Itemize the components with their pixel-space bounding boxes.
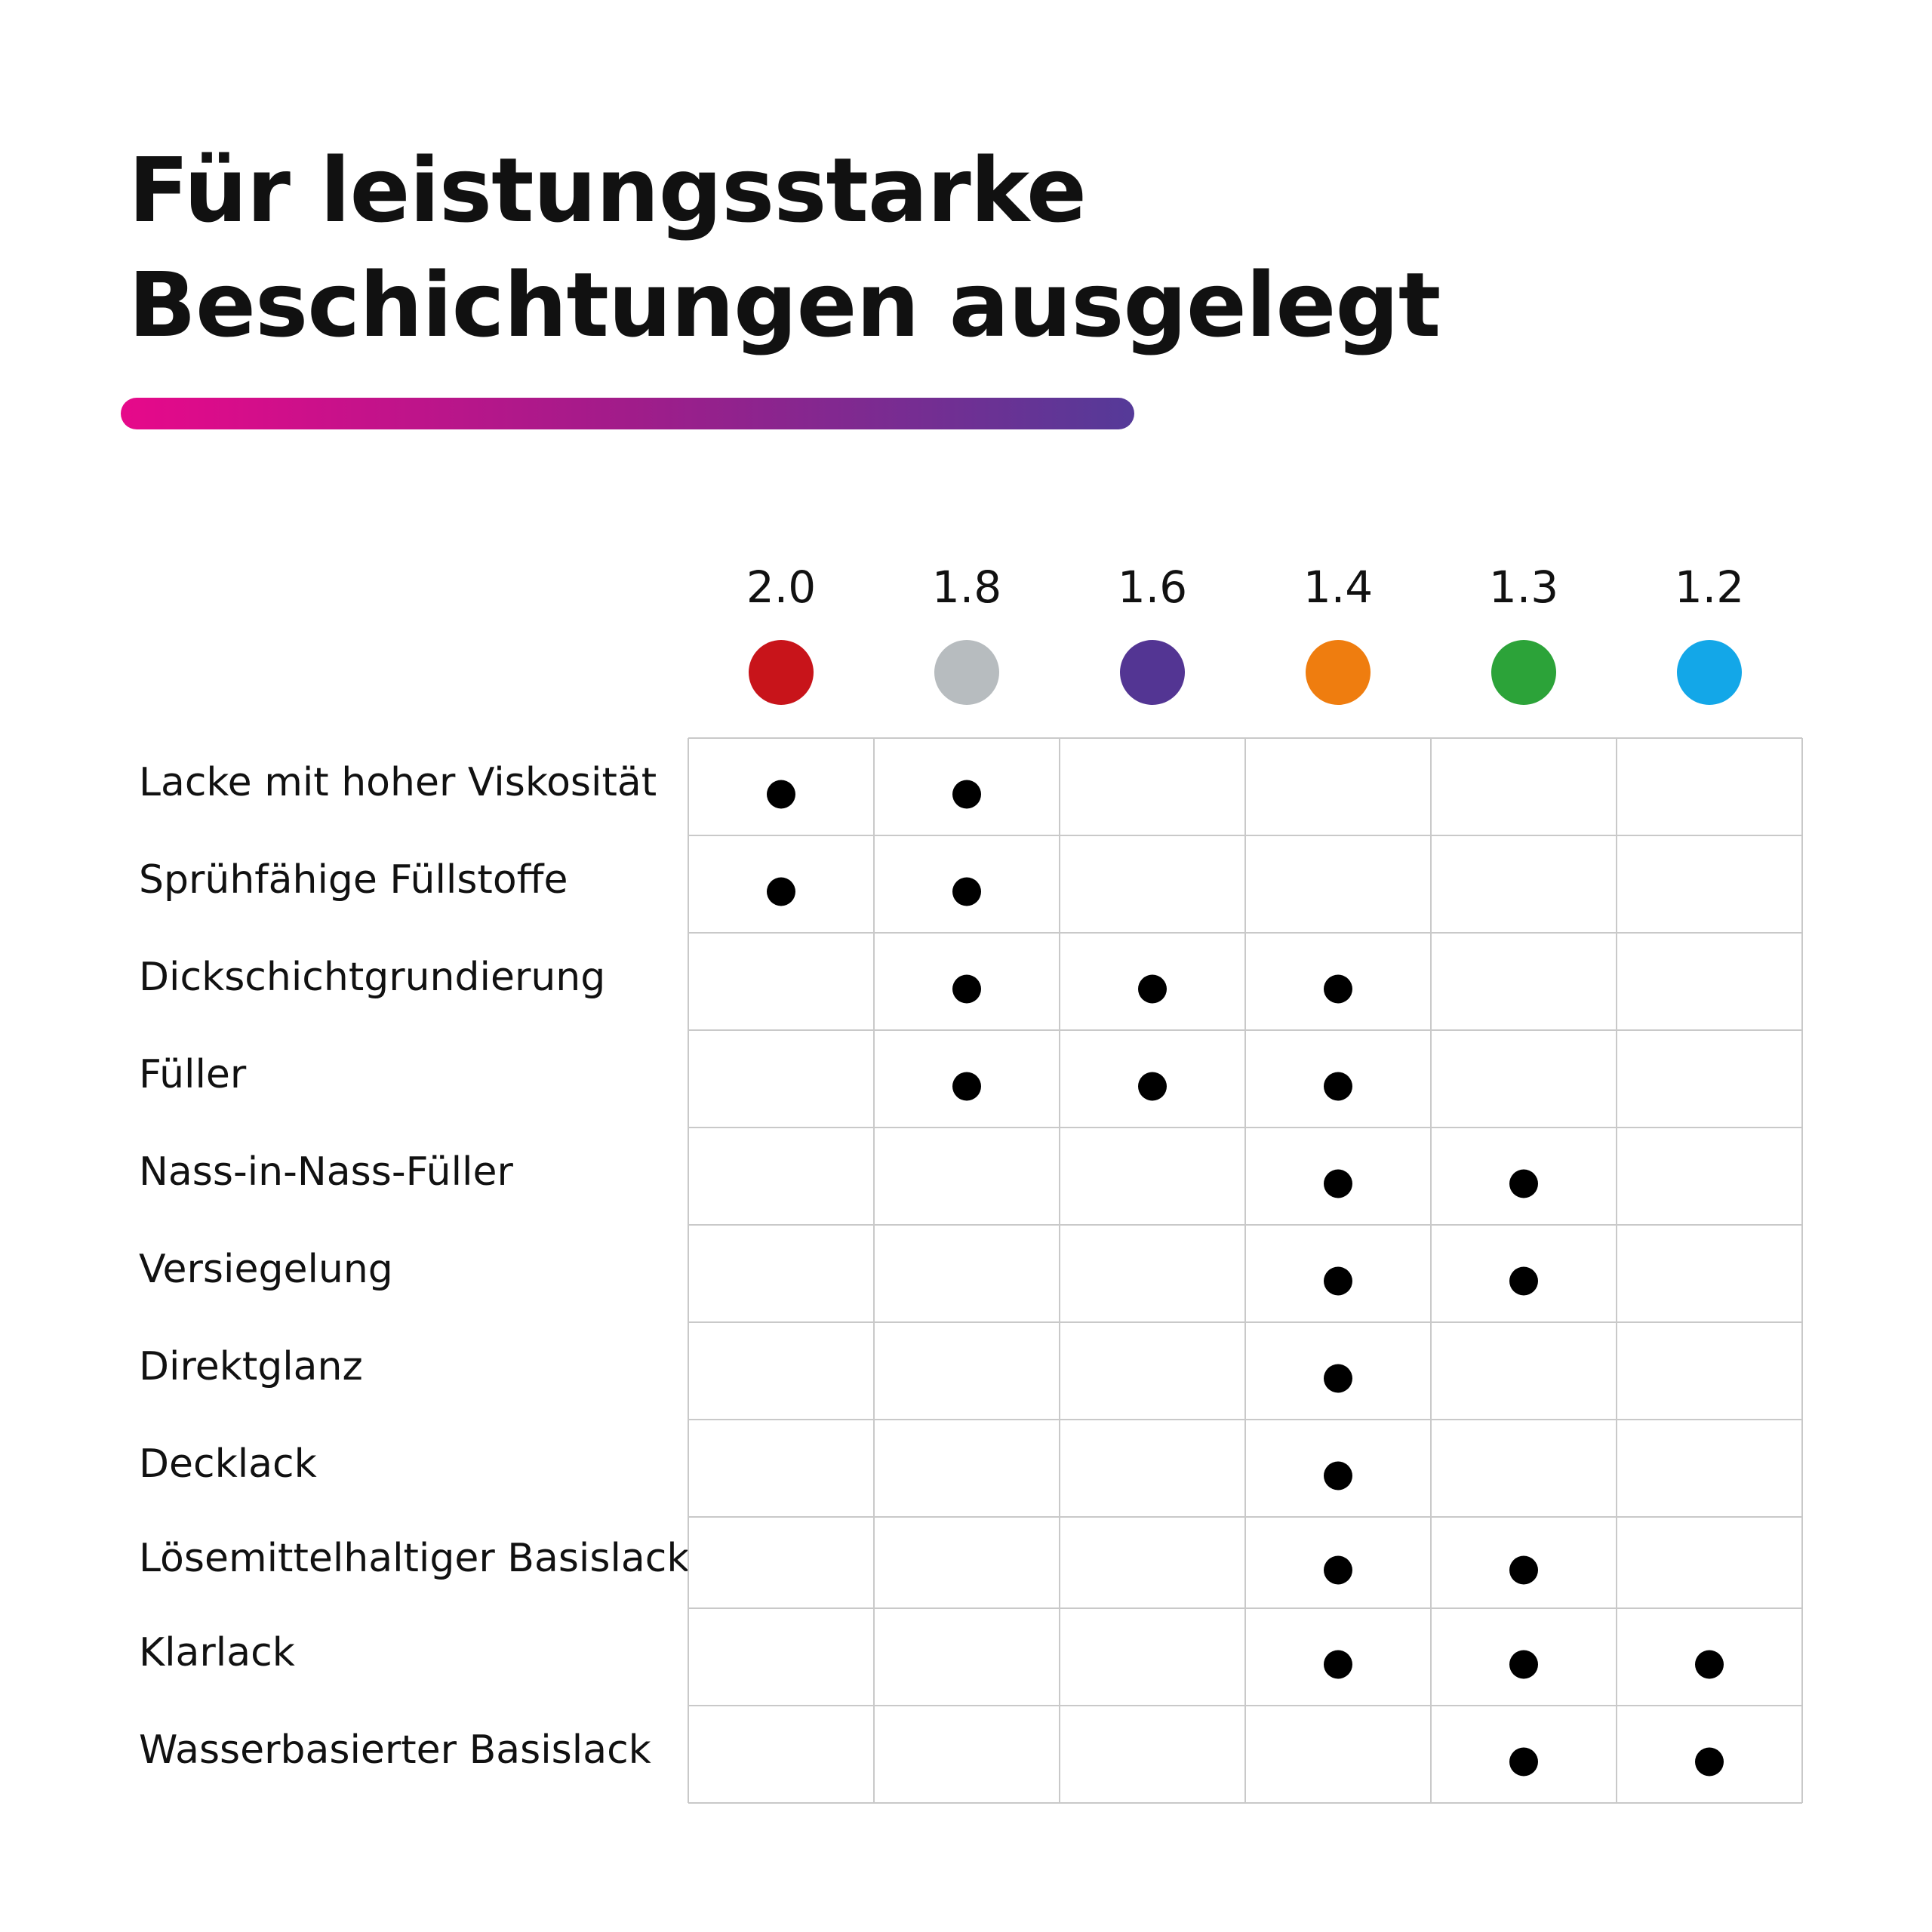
row-label: Wasserbasierter Basislack (139, 1727, 651, 1773)
row-label: Klarlack (139, 1629, 295, 1675)
column-label-1-6: 1.6 (1117, 561, 1188, 613)
row-label: Sprühfähige Füllstoffe (139, 857, 568, 903)
column-label-1-4: 1.4 (1303, 561, 1374, 613)
applicability-mark (952, 1072, 981, 1101)
applicability-mark (952, 780, 981, 809)
title-line-1: Für leistungsstarke (128, 138, 1087, 242)
applicability-mark (1138, 1072, 1167, 1101)
applicability-mark (1509, 1747, 1538, 1777)
applicability-mark (1324, 1169, 1352, 1198)
row-label: Dickschichtgrundierung (139, 954, 606, 1000)
title-line-2: Beschichtungen ausgelegt (128, 253, 1441, 357)
column-label-1-2: 1.2 (1674, 561, 1745, 613)
row-label: Lacke mit hoher Viskosität (139, 759, 657, 805)
applicability-mark (952, 974, 981, 1004)
column-label-2-0: 2.0 (746, 561, 817, 613)
row-label: Direktglanz (139, 1343, 363, 1389)
applicability-mark (1324, 1555, 1352, 1585)
applicability-mark (767, 780, 795, 809)
row-label: Versiegelung (139, 1246, 393, 1292)
color-dot-1-3 (1491, 640, 1556, 705)
color-dot-1-8 (934, 640, 999, 705)
applicability-mark (1324, 1364, 1352, 1393)
row-label: Füller (139, 1051, 247, 1097)
page-title: Für leistungsstarke Beschichtungen ausge… (128, 133, 1441, 362)
row-label: Nass-in-Nass-Füller (139, 1149, 513, 1195)
applicability-mark (1509, 1555, 1538, 1585)
applicability-mark (767, 877, 795, 906)
applicability-mark (1138, 974, 1167, 1004)
applicability-mark (952, 877, 981, 906)
color-dot-1-4 (1306, 640, 1371, 705)
applicability-mark (1324, 1072, 1352, 1101)
accent-gradient-bar (121, 398, 1134, 429)
applicability-mark (1695, 1650, 1724, 1679)
applicability-mark (1509, 1266, 1538, 1296)
applicability-mark (1324, 1266, 1352, 1296)
applicability-mark (1324, 1650, 1352, 1679)
applicability-mark (1509, 1169, 1538, 1198)
applicability-mark (1509, 1650, 1538, 1679)
column-label-1-8: 1.8 (931, 561, 1002, 613)
applicability-mark (1324, 974, 1352, 1004)
applicability-mark (1695, 1747, 1724, 1777)
color-dot-2-0 (749, 640, 814, 705)
row-label: Decklack (139, 1441, 317, 1487)
color-dot-1-6 (1120, 640, 1185, 705)
color-dot-1-2 (1677, 640, 1742, 705)
column-label-1-3: 1.3 (1488, 561, 1559, 613)
row-label: Lösemittelhaltiger Basislack (139, 1535, 690, 1581)
applicability-mark (1324, 1461, 1352, 1491)
